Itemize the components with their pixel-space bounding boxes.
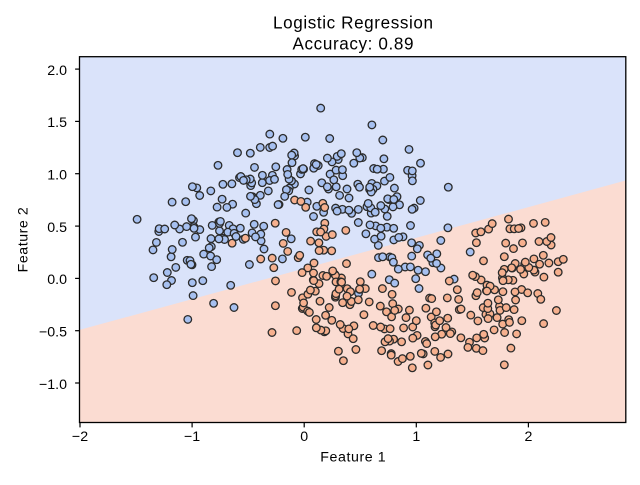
svg-text:0.5: 0.5: [47, 220, 67, 236]
svg-text:Feature 2: Feature 2: [16, 207, 32, 272]
svg-text:0.0: 0.0: [47, 272, 67, 288]
svg-text:−0.5: −0.5: [39, 325, 67, 341]
svg-text:1.0: 1.0: [47, 168, 67, 184]
svg-text:0: 0: [300, 429, 308, 445]
svg-text:Feature 1: Feature 1: [320, 449, 386, 465]
svg-text:−1.0: −1.0: [39, 377, 67, 393]
svg-text:1.5: 1.5: [47, 115, 67, 131]
svg-text:Accuracy: 0.89: Accuracy: 0.89: [293, 34, 414, 53]
svg-text:2: 2: [524, 429, 532, 445]
svg-text:2.0: 2.0: [47, 63, 67, 79]
svg-text:Logistic Regression: Logistic Regression: [273, 13, 433, 32]
svg-text:−1: −1: [184, 429, 200, 445]
svg-text:1: 1: [412, 429, 420, 445]
svg-text:−2: −2: [72, 429, 88, 445]
